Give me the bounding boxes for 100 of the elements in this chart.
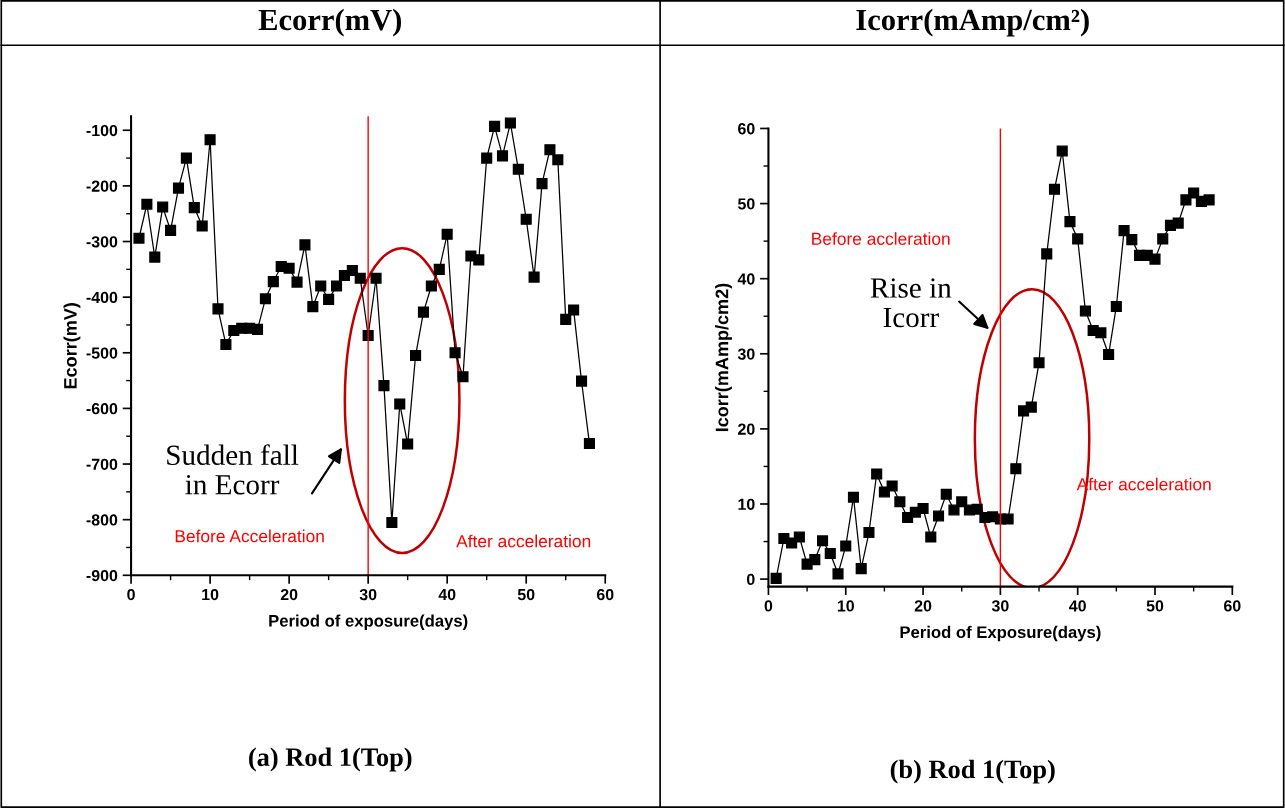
point <box>1079 305 1091 317</box>
y-tick-label: 30 <box>737 348 755 360</box>
point <box>370 272 382 284</box>
point <box>291 276 303 288</box>
x-tick-label: 40 <box>1069 600 1086 612</box>
point <box>489 120 501 132</box>
point <box>165 224 177 236</box>
annotation: Before Acceleration <box>175 529 324 543</box>
point <box>457 371 469 383</box>
point <box>1095 327 1107 339</box>
point <box>496 150 509 162</box>
x-tick-label: 0 <box>764 600 773 612</box>
x-tick-label: 30 <box>991 600 1009 612</box>
point <box>871 468 883 480</box>
point <box>940 488 952 500</box>
point <box>251 323 264 335</box>
point <box>544 144 556 156</box>
point <box>1064 216 1076 228</box>
point <box>1033 357 1045 369</box>
x-tick-label: 10 <box>837 600 854 612</box>
point <box>840 540 852 552</box>
point <box>220 338 232 350</box>
point <box>212 303 224 315</box>
point <box>917 502 929 515</box>
annotation: Sudden fall in Ecorr <box>167 444 299 495</box>
x-tick-label: 30 <box>359 588 377 601</box>
point <box>863 526 875 539</box>
point <box>1149 253 1161 265</box>
point <box>568 304 580 316</box>
point <box>346 264 358 277</box>
point <box>323 293 335 305</box>
y-tick-label: -100 <box>86 124 118 137</box>
point <box>188 202 200 214</box>
point <box>157 201 169 213</box>
y-axis-title: Ecorr(mV) <box>63 303 81 389</box>
point <box>1188 187 1200 199</box>
annotation: Rise in Icorr <box>870 278 952 328</box>
point <box>402 438 414 450</box>
point <box>330 280 343 292</box>
point <box>417 306 430 318</box>
annotation: After acceleration <box>456 534 591 548</box>
y-axis-title: Icorr(mAmp/cm2) <box>715 283 732 432</box>
x-tick-label: 40 <box>438 588 456 601</box>
point <box>809 554 821 566</box>
point <box>149 251 161 263</box>
point <box>449 347 461 359</box>
point <box>560 313 572 325</box>
point <box>536 178 548 190</box>
point <box>1126 234 1138 246</box>
point <box>1103 348 1115 361</box>
point <box>1048 183 1061 195</box>
point <box>1072 233 1084 245</box>
y-tick-label: -800 <box>86 514 118 526</box>
point <box>886 480 898 492</box>
x-tick-label: 20 <box>914 600 932 612</box>
point <box>583 437 595 450</box>
x-tick-label: 50 <box>1146 600 1164 612</box>
point <box>520 213 532 225</box>
point <box>925 531 937 543</box>
point <box>378 380 390 392</box>
y-tick-label: -300 <box>86 236 118 248</box>
x-tick-label: 50 <box>517 588 535 601</box>
point <box>299 239 311 251</box>
point <box>894 496 906 508</box>
point <box>283 262 295 274</box>
point <box>354 272 366 284</box>
point <box>1010 463 1022 475</box>
point <box>512 163 524 175</box>
x-tick-label: 60 <box>596 588 614 601</box>
point <box>172 182 185 194</box>
x-axis-title: Period of Exposure(days) <box>900 625 1101 642</box>
point <box>410 350 422 362</box>
point <box>878 486 890 498</box>
point <box>133 232 145 244</box>
point <box>932 510 945 522</box>
y-tick-label: 60 <box>738 123 755 135</box>
point <box>1118 225 1130 237</box>
y-tick-label: -500 <box>86 347 118 359</box>
point <box>504 117 516 129</box>
point <box>1056 145 1068 157</box>
point <box>425 280 437 292</box>
text: (a) Rod 1(Top) <box>249 747 412 772</box>
chart-title: Ecorr(mV) <box>258 8 402 37</box>
annotation: Before accleration <box>812 232 950 245</box>
y-tick-label: 0 <box>746 573 755 586</box>
x-tick-label: 20 <box>280 588 298 601</box>
point <box>575 375 588 387</box>
point <box>528 271 540 283</box>
point <box>259 293 271 305</box>
text: (b) Rod 1(Top) <box>890 759 1055 784</box>
chart-title: Icorr(mAmp/cm²) <box>856 8 1089 37</box>
x-tick-label: 10 <box>202 588 219 601</box>
point <box>315 280 327 292</box>
point <box>267 276 279 288</box>
point <box>770 572 782 584</box>
point <box>1110 300 1122 313</box>
point <box>1041 248 1053 260</box>
y-tick-label: 20 <box>738 423 755 435</box>
point <box>1172 217 1184 229</box>
point <box>394 398 406 410</box>
